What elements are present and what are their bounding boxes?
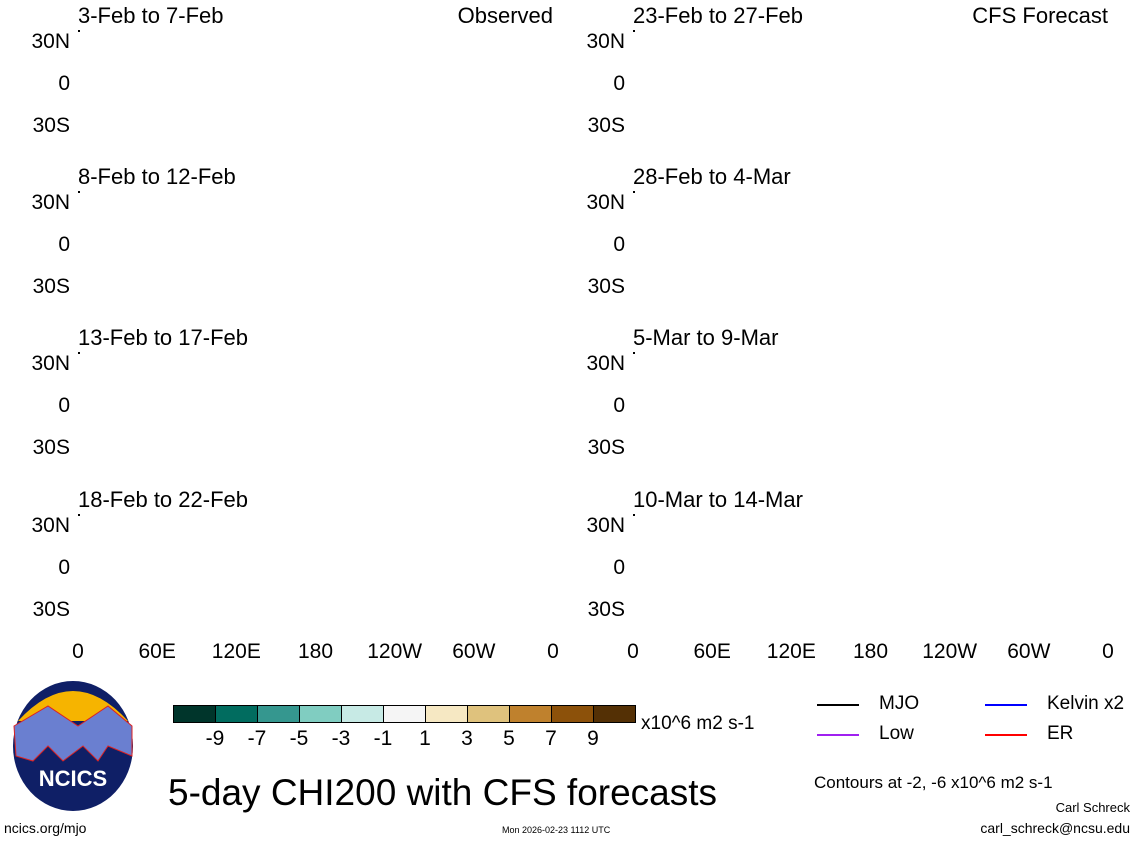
y-tick-label: 0	[58, 72, 70, 95]
map-panel	[633, 30, 635, 32]
x-tick-label: 60W	[1007, 640, 1051, 663]
map-panel	[78, 30, 80, 32]
y-tick-label: 30S	[32, 275, 70, 298]
x-tick-label: 0	[72, 640, 84, 663]
x-tick-label: 120E	[766, 640, 816, 663]
y-tick-label: 0	[58, 556, 70, 579]
x-tick-label: 0	[627, 640, 639, 663]
y-tick-label: 30N	[31, 191, 70, 214]
y-tick-label: 0	[613, 72, 625, 95]
colorbar-swatch	[510, 706, 552, 722]
panel-title: 5-Mar to 9-Mar	[633, 325, 779, 350]
colorbar-label: -3	[331, 727, 351, 750]
x-tick-label: 0	[1102, 640, 1114, 663]
legend-line	[817, 734, 859, 736]
colorbar-label: 7	[545, 727, 557, 750]
ncics-logo: NCICS	[13, 681, 133, 811]
y-tick-label: 0	[58, 394, 70, 417]
colorbar-swatch	[384, 706, 426, 722]
panel-tag: Observed	[457, 3, 553, 28]
email: carl_schreck@ncsu.edu	[980, 820, 1130, 836]
y-tick-label: 30N	[586, 30, 625, 53]
x-tick-label: 60W	[452, 640, 496, 663]
y-tick-label: 0	[58, 233, 70, 256]
colorbar-units: x10^6 m2 s-1	[641, 713, 755, 734]
x-tick-label: 120W	[922, 640, 978, 663]
panel-title: 18-Feb to 22-Feb	[78, 487, 248, 512]
colorbar-swatch	[300, 706, 342, 722]
y-tick-label: 30S	[587, 114, 625, 137]
figure-title: 5-day CHI200 with CFS forecasts	[168, 772, 718, 813]
x-tick-label: 180	[852, 640, 889, 663]
panel-title: 28-Feb to 4-Mar	[633, 164, 791, 189]
y-tick-label: 30S	[587, 436, 625, 459]
legend-line	[985, 704, 1027, 706]
legend-label: Kelvin x2	[1047, 693, 1125, 714]
x-tick-label: 120E	[211, 640, 261, 663]
y-tick-label: 30N	[31, 352, 70, 375]
colorbar-swatch	[174, 706, 216, 722]
colorbar-label: 1	[419, 727, 431, 750]
y-tick-label: 30N	[31, 514, 70, 537]
logo-text: NCICS	[39, 766, 107, 791]
y-tick-label: 30S	[32, 436, 70, 459]
map-panel	[78, 352, 80, 354]
colorbar-swatch	[468, 706, 510, 722]
y-tick-label: 30N	[586, 352, 625, 375]
url-link[interactable]: ncics.org/mjo	[4, 820, 87, 836]
panel-tag: CFS Forecast	[972, 3, 1108, 28]
legend-line	[817, 704, 859, 706]
timestamp: Mon 2026-02-23 1112 UTC	[502, 825, 611, 835]
map-panel	[633, 514, 635, 516]
colorbar-label: -9	[205, 727, 225, 750]
map-panel	[633, 191, 635, 193]
x-tick-label: 180	[297, 640, 334, 663]
colorbar-swatch	[552, 706, 594, 722]
y-tick-label: 30N	[31, 30, 70, 53]
colorbar-swatch	[342, 706, 384, 722]
colorbar-label: 3	[461, 727, 473, 750]
y-tick-label: 30S	[32, 598, 70, 621]
colorbar	[173, 705, 636, 723]
panel-title: 10-Mar to 14-Mar	[633, 487, 803, 512]
y-tick-label: 30N	[586, 191, 625, 214]
y-tick-label: 0	[613, 556, 625, 579]
colorbar-label: -5	[289, 727, 309, 750]
map-panel	[78, 191, 80, 193]
y-tick-label: 30S	[32, 114, 70, 137]
x-tick-label: 60E	[693, 640, 731, 663]
colorbar-swatch	[258, 706, 300, 722]
contour-note: Contours at -2, -6 x10^6 m2 s-1	[814, 773, 1053, 792]
author: Carl Schreck	[1055, 800, 1130, 815]
panel-title: 13-Feb to 17-Feb	[78, 325, 248, 350]
colorbar-swatch	[426, 706, 468, 722]
y-tick-label: 0	[613, 394, 625, 417]
y-tick-label: 0	[613, 233, 625, 256]
y-tick-label: 30S	[587, 598, 625, 621]
colorbar-label: -1	[373, 727, 393, 750]
colorbar-label: -7	[247, 727, 267, 750]
colorbar-swatch	[594, 706, 635, 722]
legend-label: ER	[1047, 723, 1074, 744]
map-panel	[78, 514, 80, 516]
x-tick-label: 120W	[367, 640, 423, 663]
legend-label: MJO	[879, 693, 920, 714]
colorbar-label: 9	[587, 727, 599, 750]
panel-title: 8-Feb to 12-Feb	[78, 164, 236, 189]
legend-label: Low	[879, 723, 914, 744]
panel-title: 23-Feb to 27-Feb	[633, 3, 803, 28]
y-tick-label: 30N	[586, 514, 625, 537]
x-tick-label: 0	[547, 640, 559, 663]
map-panel	[633, 352, 635, 354]
x-tick-label: 60E	[138, 640, 176, 663]
y-tick-label: 30S	[587, 275, 625, 298]
colorbar-swatch	[216, 706, 258, 722]
panel-title: 3-Feb to 7-Feb	[78, 3, 224, 28]
legend-line	[985, 734, 1027, 736]
colorbar-label: 5	[503, 727, 515, 750]
